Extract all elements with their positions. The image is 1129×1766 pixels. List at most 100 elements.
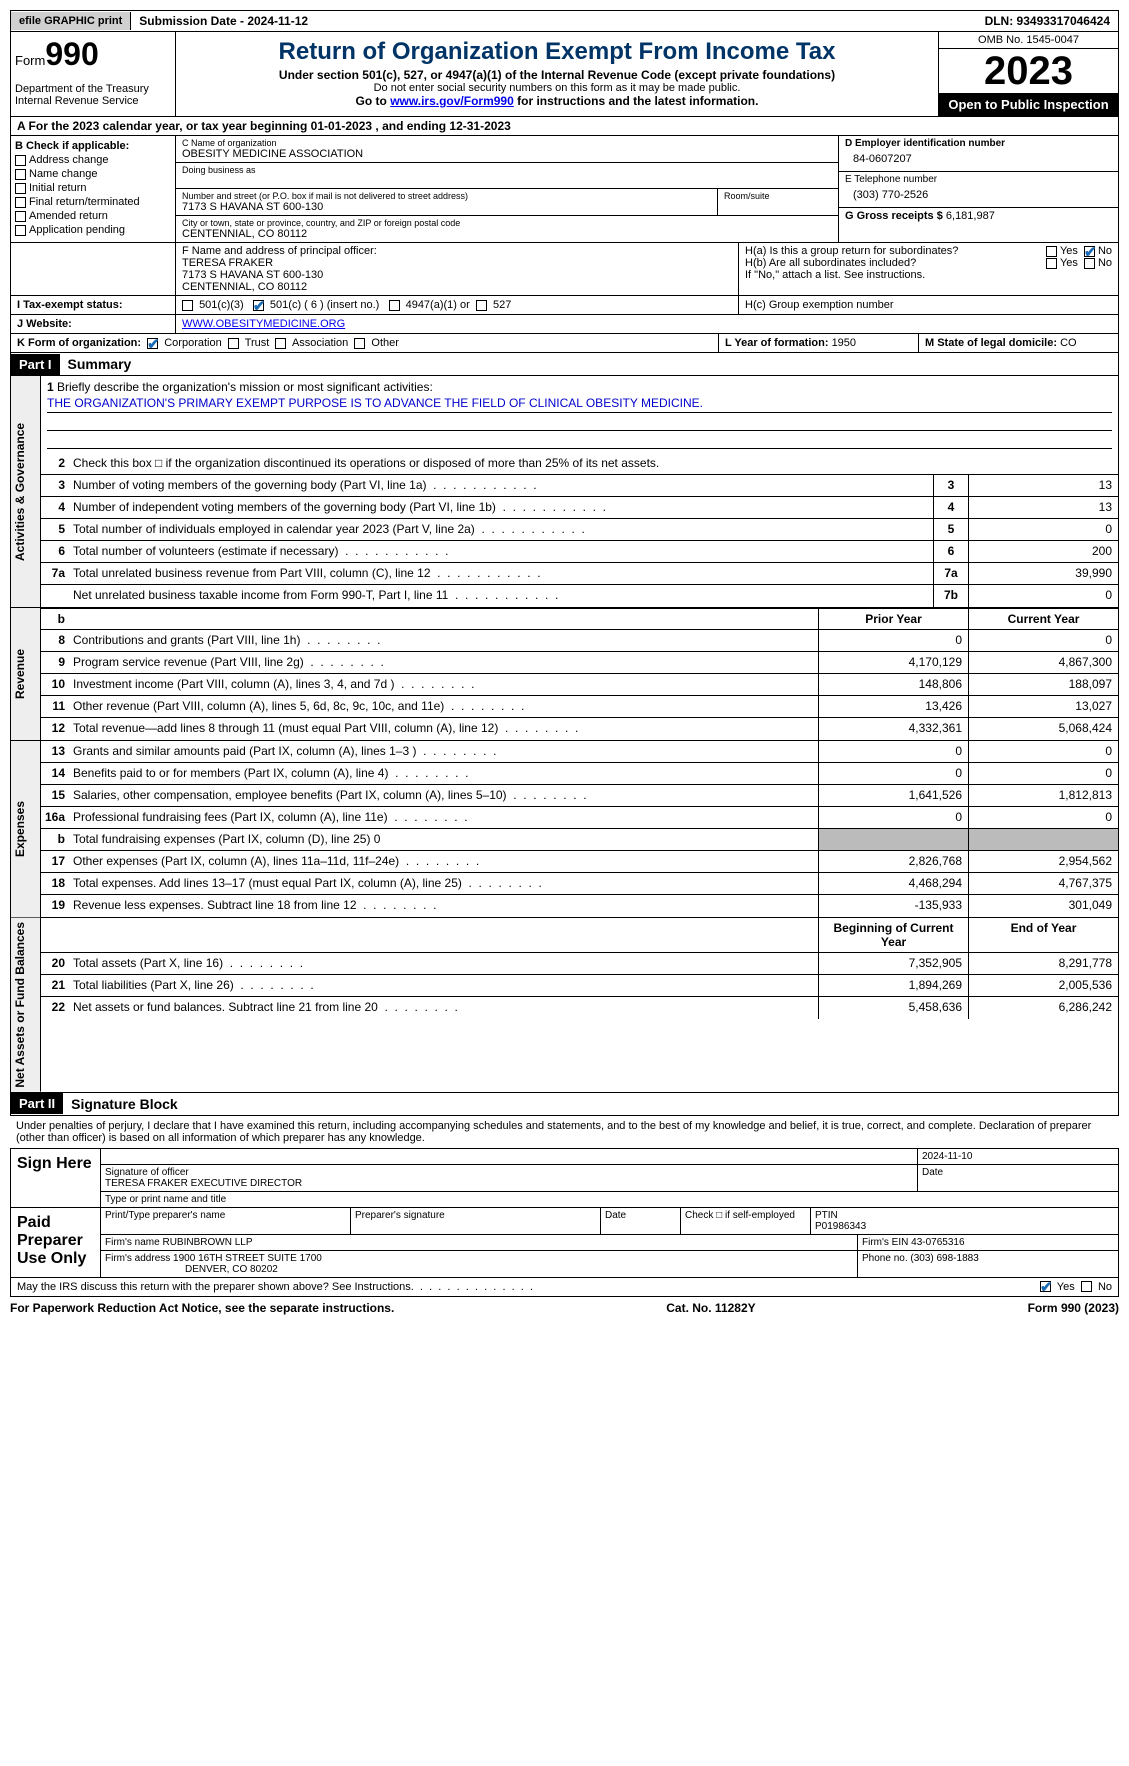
table-row: 11Other revenue (Part VIII, column (A), … bbox=[41, 696, 1118, 718]
table-row: Net unrelated business taxable income fr… bbox=[41, 585, 1118, 607]
checkbox-527[interactable] bbox=[476, 300, 487, 311]
section-a: A For the 2023 calendar year, or tax yea… bbox=[10, 117, 1119, 136]
table-row: 16aProfessional fundraising fees (Part I… bbox=[41, 807, 1118, 829]
header-grid: B Check if applicable: Address change Na… bbox=[10, 136, 1119, 243]
table-row: 3Number of voting members of the governi… bbox=[41, 475, 1118, 497]
irs-link[interactable]: www.irs.gov/Form990 bbox=[390, 94, 514, 108]
vtab-netassets: Net Assets or Fund Balances bbox=[11, 918, 41, 1092]
table-row: bTotal fundraising expenses (Part IX, co… bbox=[41, 829, 1118, 851]
checkbox-discuss-yes[interactable] bbox=[1040, 1281, 1051, 1292]
firm-addr2: DENVER, CO 80202 bbox=[105, 1264, 853, 1275]
officer-addr1: 7173 S HAVANA ST 600-130 bbox=[182, 269, 732, 281]
checkbox-final-return[interactable] bbox=[15, 197, 26, 208]
checkbox-501c3[interactable] bbox=[182, 300, 193, 311]
form-subtitle: Under section 501(c), 527, or 4947(a)(1)… bbox=[180, 68, 934, 82]
discuss-row: May the IRS discuss this return with the… bbox=[10, 1278, 1119, 1297]
section-f-h: F Name and address of principal officer:… bbox=[10, 243, 1119, 296]
table-row: 15Salaries, other compensation, employee… bbox=[41, 785, 1118, 807]
phone: (303) 770-2526 bbox=[845, 185, 1112, 205]
table-row: 21Total liabilities (Part X, line 26) . … bbox=[41, 975, 1118, 997]
signature-declaration: Under penalties of perjury, I declare th… bbox=[10, 1116, 1119, 1148]
top-bar: efile GRAPHIC print Submission Date - 20… bbox=[10, 10, 1119, 32]
checkbox-other[interactable] bbox=[354, 338, 365, 349]
revenue-section: Revenue b Prior YearCurrent Year 8Contri… bbox=[10, 608, 1119, 741]
table-row: 18Total expenses. Add lines 13–17 (must … bbox=[41, 873, 1118, 895]
ptin: P01986343 bbox=[815, 1221, 1114, 1232]
table-row: 7aTotal unrelated business revenue from … bbox=[41, 563, 1118, 585]
officer-name: TERESA FRAKER bbox=[182, 257, 732, 269]
section-c: C Name of organizationOBESITY MEDICINE A… bbox=[176, 136, 838, 242]
ein: 84-0607207 bbox=[845, 149, 1112, 169]
checkbox-amended-return[interactable] bbox=[15, 211, 26, 222]
sign-date: 2024-11-10 bbox=[922, 1151, 972, 1162]
website-link[interactable]: WWW.OBESITYMEDICINE.ORG bbox=[182, 318, 345, 330]
part1-header: Part I Summary bbox=[10, 353, 1119, 376]
checkbox-hb-no[interactable] bbox=[1084, 258, 1095, 269]
vtab-revenue: Revenue bbox=[11, 608, 41, 740]
governance-section: Activities & Governance 1 Briefly descri… bbox=[10, 376, 1119, 608]
checkbox-association[interactable] bbox=[275, 338, 286, 349]
org-street: 7173 S HAVANA ST 600-130 bbox=[182, 201, 711, 213]
table-row: 5Total number of individuals employed in… bbox=[41, 519, 1118, 541]
firm-name: RUBINBROWN LLP bbox=[162, 1237, 252, 1248]
org-city: CENTENNIAL, CO 80112 bbox=[182, 228, 832, 240]
checkbox-4947[interactable] bbox=[389, 300, 400, 311]
table-row: 9Program service revenue (Part VIII, lin… bbox=[41, 652, 1118, 674]
sign-here-block: Sign Here 2024-11-10 Signature of office… bbox=[10, 1148, 1119, 1208]
firm-phone: (303) 698-1883 bbox=[910, 1253, 978, 1264]
ssn-notice: Do not enter social security numbers on … bbox=[180, 82, 934, 94]
officer-addr2: CENTENNIAL, CO 80112 bbox=[182, 281, 732, 293]
efile-print-button[interactable]: efile GRAPHIC print bbox=[11, 12, 131, 30]
mission-text: THE ORGANIZATION'S PRIMARY EXEMPT PURPOS… bbox=[47, 394, 1112, 413]
checkbox-address-change[interactable] bbox=[15, 155, 26, 166]
firm-addr1: 1900 16TH STREET SUITE 1700 bbox=[173, 1253, 322, 1264]
expenses-section: Expenses 13Grants and similar amounts pa… bbox=[10, 741, 1119, 918]
gross-receipts: 6,181,987 bbox=[946, 210, 995, 222]
tax-year: 2023 bbox=[939, 49, 1118, 93]
checkbox-trust[interactable] bbox=[228, 338, 239, 349]
form-header: Form990 Department of the Treasury Inter… bbox=[10, 32, 1119, 117]
checkbox-application-pending[interactable] bbox=[15, 225, 26, 236]
table-row: 10Investment income (Part VIII, column (… bbox=[41, 674, 1118, 696]
row-klm: K Form of organization: Corporation Trus… bbox=[10, 334, 1119, 353]
dln: DLN: 93493317046424 bbox=[977, 11, 1118, 31]
table-row: 19Revenue less expenses. Subtract line 1… bbox=[41, 895, 1118, 917]
checkbox-501c[interactable] bbox=[253, 300, 264, 311]
section-b: B Check if applicable: Address change Na… bbox=[11, 136, 176, 242]
section-de: D Employer identification number84-06072… bbox=[838, 136, 1118, 242]
form-title: Return of Organization Exempt From Incom… bbox=[180, 38, 934, 66]
netassets-section: Net Assets or Fund Balances Beginning of… bbox=[10, 918, 1119, 1093]
table-row: 20Total assets (Part X, line 16) . . . .… bbox=[41, 953, 1118, 975]
table-row: 12Total revenue—add lines 8 through 11 (… bbox=[41, 718, 1118, 740]
table-row: 14Benefits paid to or for members (Part … bbox=[41, 763, 1118, 785]
table-row: 8Contributions and grants (Part VIII, li… bbox=[41, 630, 1118, 652]
table-row: 22Net assets or fund balances. Subtract … bbox=[41, 997, 1118, 1019]
firm-ein: 43-0765316 bbox=[911, 1237, 964, 1248]
goto-line: Go to www.irs.gov/Form990 for instructio… bbox=[180, 94, 934, 108]
table-row: 4Number of independent voting members of… bbox=[41, 497, 1118, 519]
vtab-governance: Activities & Governance bbox=[11, 376, 41, 607]
row-j: J Website: WWW.OBESITYMEDICINE.ORG bbox=[10, 315, 1119, 334]
checkbox-initial-return[interactable] bbox=[15, 183, 26, 194]
table-row: 6Total number of volunteers (estimate if… bbox=[41, 541, 1118, 563]
checkbox-name-change[interactable] bbox=[15, 169, 26, 180]
org-name: OBESITY MEDICINE ASSOCIATION bbox=[182, 148, 832, 160]
part2-header: Part II Signature Block bbox=[10, 1093, 1119, 1116]
table-row: 13Grants and similar amounts paid (Part … bbox=[41, 741, 1118, 763]
checkbox-ha-no[interactable] bbox=[1084, 246, 1095, 257]
checkbox-hb-yes[interactable] bbox=[1046, 258, 1057, 269]
open-inspection: Open to Public Inspection bbox=[939, 93, 1118, 116]
officer-signature: TERESA FRAKER EXECUTIVE DIRECTOR bbox=[105, 1178, 913, 1189]
checkbox-discuss-no[interactable] bbox=[1081, 1281, 1092, 1292]
checkbox-corporation[interactable] bbox=[147, 338, 158, 349]
omb-number: OMB No. 1545-0047 bbox=[939, 32, 1118, 49]
submission-date: Submission Date - 2024-11-12 bbox=[131, 11, 316, 31]
paid-preparer-block: Paid Preparer Use Only Print/Type prepar… bbox=[10, 1208, 1119, 1278]
hc-line: H(c) Group exemption number bbox=[738, 296, 1118, 314]
table-row: 2Check this box □ if the organization di… bbox=[41, 453, 1118, 475]
row-i: I Tax-exempt status: 501(c)(3) 501(c) ( … bbox=[10, 296, 1119, 315]
page-footer: For Paperwork Reduction Act Notice, see … bbox=[10, 1297, 1119, 1319]
checkbox-ha-yes[interactable] bbox=[1046, 246, 1057, 257]
vtab-expenses: Expenses bbox=[11, 741, 41, 917]
table-row: 17Other expenses (Part IX, column (A), l… bbox=[41, 851, 1118, 873]
